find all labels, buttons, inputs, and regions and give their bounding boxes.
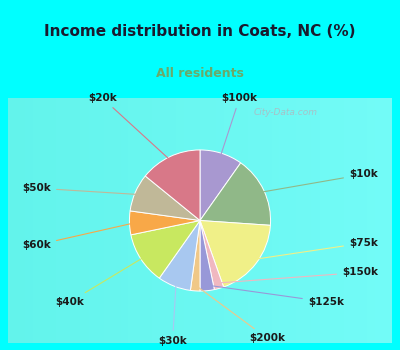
- Wedge shape: [200, 163, 270, 225]
- Wedge shape: [130, 211, 200, 235]
- Wedge shape: [159, 220, 200, 290]
- Wedge shape: [130, 176, 200, 220]
- Text: Income distribution in Coats, NC (%): Income distribution in Coats, NC (%): [44, 24, 356, 39]
- Text: City-Data.com: City-Data.com: [254, 108, 318, 117]
- Wedge shape: [200, 220, 270, 287]
- Text: $50k: $50k: [22, 183, 138, 195]
- Wedge shape: [190, 220, 200, 291]
- Text: $40k: $40k: [56, 258, 143, 307]
- Wedge shape: [200, 150, 241, 220]
- Text: $75k: $75k: [254, 238, 378, 259]
- Text: $10k: $10k: [261, 169, 378, 192]
- Wedge shape: [200, 220, 214, 291]
- Text: All residents: All residents: [156, 67, 244, 80]
- Wedge shape: [145, 150, 200, 220]
- Text: $150k: $150k: [220, 267, 378, 283]
- Text: $200k: $200k: [198, 287, 285, 343]
- Wedge shape: [200, 220, 224, 289]
- Wedge shape: [131, 220, 200, 278]
- Text: $100k: $100k: [220, 93, 258, 156]
- Text: $20k: $20k: [88, 93, 170, 160]
- Text: $30k: $30k: [158, 284, 187, 346]
- Text: $60k: $60k: [22, 223, 132, 250]
- Text: $125k: $125k: [209, 286, 344, 307]
